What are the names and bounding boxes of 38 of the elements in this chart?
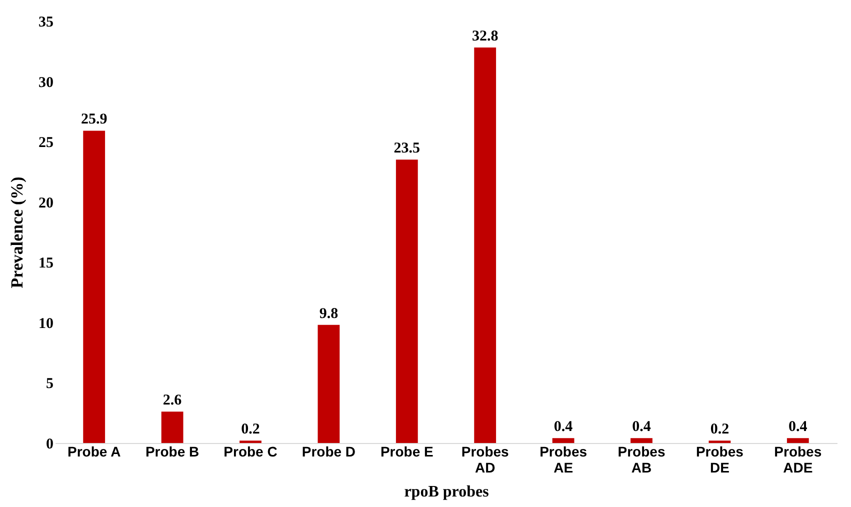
- bar: [318, 324, 340, 443]
- data-label: 0.2: [241, 422, 260, 438]
- y-tick-label: 5: [46, 376, 54, 392]
- y-tick-label: 0: [46, 436, 54, 452]
- data-label: 9.8: [319, 306, 338, 322]
- x-axis-title: rpoB probes: [404, 484, 489, 500]
- data-label: 2.6: [162, 392, 182, 409]
- x-tick-label: Probe C: [224, 444, 278, 460]
- x-tick-label: Probes AD: [461, 444, 510, 476]
- bar: [786, 438, 809, 443]
- y-tick-label: 20: [38, 195, 54, 212]
- y-tick-label: 35: [38, 14, 54, 30]
- x-tick-label: Probe B: [145, 444, 200, 460]
- data-label: 0.4: [632, 419, 652, 436]
- bar: [161, 412, 184, 443]
- bar: [83, 130, 106, 443]
- data-label: 0.4: [554, 419, 574, 436]
- x-tick-label: Probe A: [68, 444, 121, 460]
- bar: [396, 160, 418, 443]
- data-label: 32.8: [472, 28, 498, 45]
- x-tick-label: Probes ADE: [774, 444, 822, 476]
- data-label: 0.4: [788, 419, 808, 436]
- data-label: 25.9: [80, 112, 108, 128]
- x-tick-label: Probe E: [380, 444, 434, 460]
- bar: [474, 48, 496, 443]
- bar: [552, 438, 574, 443]
- data-label: 23.5: [394, 140, 420, 157]
- y-tick-label: 10: [38, 316, 54, 332]
- y-axis-title: Prevalence (%): [8, 176, 26, 288]
- x-tick-label: Probes DE: [696, 444, 744, 476]
- data-label: 0.2: [710, 422, 730, 438]
- x-tick-label: Probes AB: [618, 444, 666, 476]
- x-tick-label: Probes AE: [540, 444, 588, 476]
- x-tick-label: Probe D: [302, 444, 356, 460]
- y-tick-label: 15: [38, 256, 54, 272]
- y-tick-label: 25: [38, 135, 54, 152]
- bar: [630, 438, 652, 443]
- y-tick-label: 30: [38, 74, 54, 91]
